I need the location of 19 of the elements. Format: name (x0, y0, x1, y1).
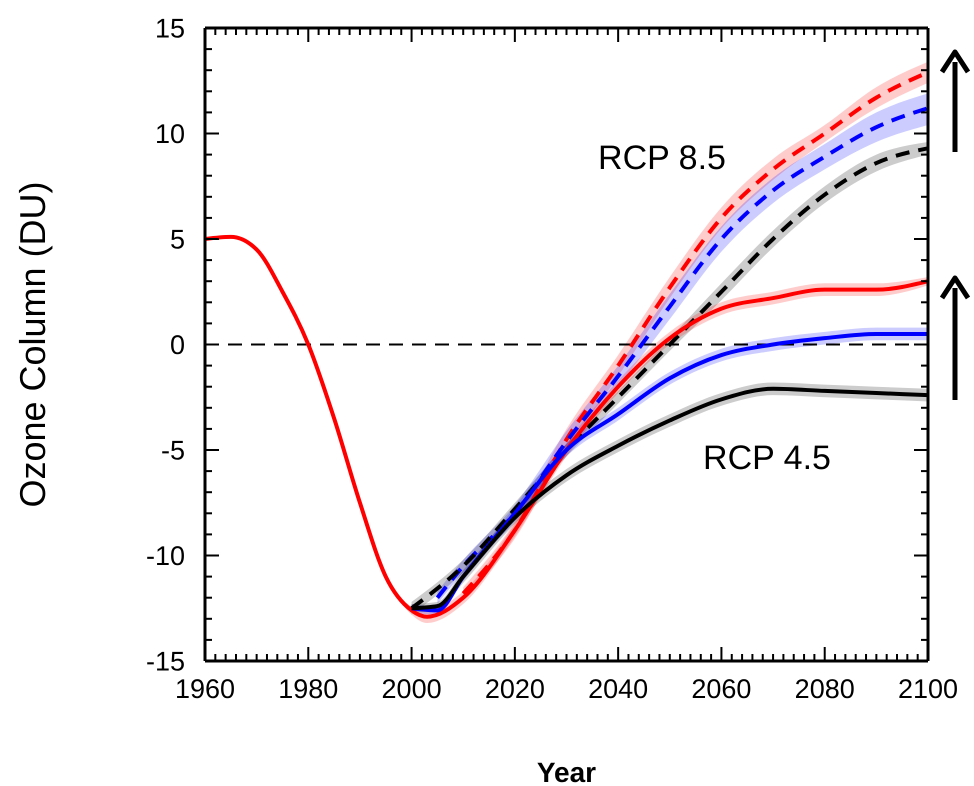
x-tick-label: 2040 (588, 674, 648, 704)
annotation: RCP 8.5 (598, 138, 726, 177)
annotation: RCP 4.5 (703, 438, 831, 477)
y-tick-label: 0 (170, 330, 185, 360)
y-tick-label: 5 (170, 224, 185, 255)
x-tick-label: 2000 (382, 674, 442, 704)
x-tick-label: 1980 (278, 674, 338, 704)
y-tick-label: -15 (146, 646, 185, 677)
y-tick-label: -5 (160, 436, 185, 466)
x-tick-label: 1960 (174, 674, 236, 704)
x-tick-label: 2100 (898, 674, 958, 704)
y-tick-label: 15 (154, 14, 185, 44)
x-tick-label: 2080 (794, 674, 855, 704)
x-tick-label: 2060 (691, 674, 752, 704)
y-tick-label: -10 (146, 541, 185, 572)
y-axis-title: Ozone Column (DU) (12, 181, 53, 508)
y-tick-label: 10 (154, 119, 185, 150)
x-axis-title: Year (536, 757, 596, 786)
x-tick-label: 2020 (484, 674, 545, 704)
